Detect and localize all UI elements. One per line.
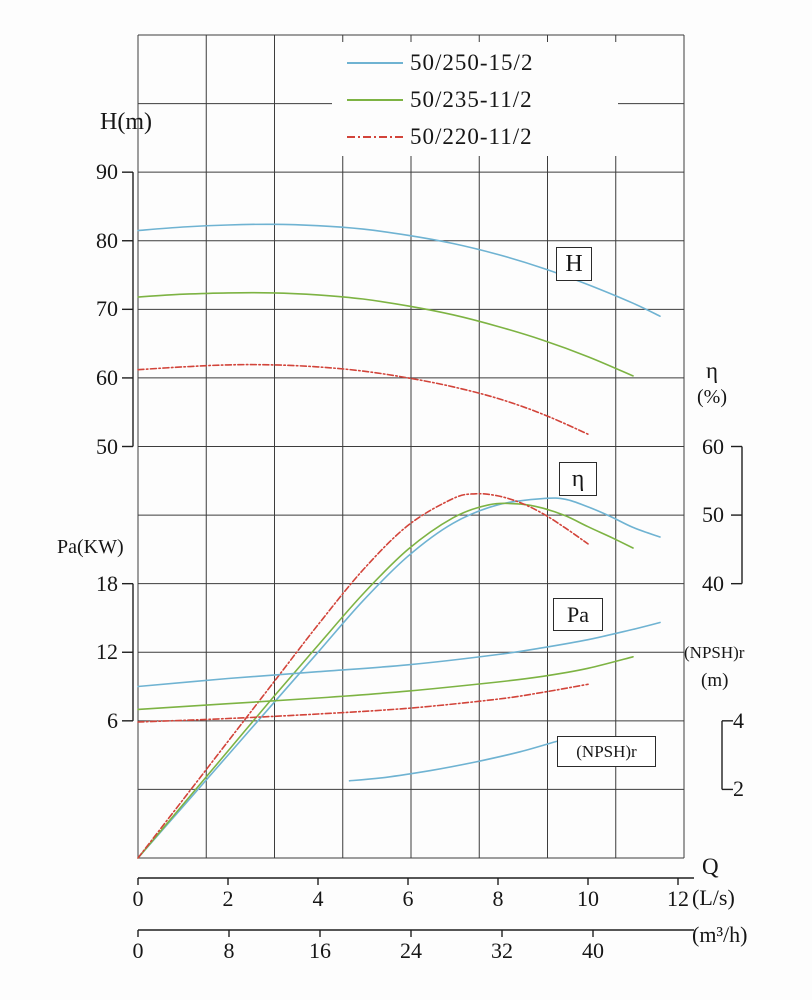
- pa-tick-label: 18: [96, 570, 118, 596]
- curve-eta-50/235-11/2: [137, 502, 634, 859]
- curve-tag-eta: η: [559, 462, 597, 496]
- eta-tick-label: 60: [702, 433, 724, 459]
- h-tick-label: 50: [96, 433, 118, 459]
- q-axis-unit-ls: (L/s): [692, 885, 735, 910]
- h-tick-label: 60: [96, 364, 118, 390]
- curve-tag-npshr: (NPSH)r: [557, 736, 656, 767]
- legend-label-50-250: 50/250-15/2: [410, 50, 534, 75]
- pa-tick-label: 6: [107, 707, 118, 733]
- x-ls-tick-label: 12: [667, 886, 689, 911]
- curve-Pa-50/220-11/2: [137, 683, 589, 723]
- h-tick-label: 90: [96, 159, 118, 185]
- curve-Pa-50/235-11/2: [137, 656, 634, 711]
- curve-npshr-50/250-15/2: [348, 740, 558, 782]
- eta-axis-unit: (%): [697, 386, 727, 408]
- eta-axis-title: η: [706, 358, 719, 383]
- x-m3h-tick-label: 8: [223, 938, 235, 963]
- npshr-tick-label: 2: [733, 776, 744, 802]
- q-axis-unit-m3h: (m³/h): [692, 922, 748, 947]
- curve-H-50/220-11/2: [137, 363, 589, 435]
- h-tick-label: 70: [96, 296, 118, 322]
- x-m3h-tick-label: 0: [132, 938, 144, 963]
- x-ls-tick-label: 10: [577, 886, 599, 911]
- x-m3h-tick-label: 24: [400, 938, 422, 963]
- legend-label-50-220: 50/220-11/2: [410, 124, 533, 149]
- curve-eta-50/220-11/2: [137, 492, 589, 859]
- x-ls-tick-label: 6: [402, 886, 414, 911]
- legend-label-50-235: 50/235-11/2: [410, 87, 533, 112]
- curve-Pa-50/250-15/2: [137, 621, 661, 688]
- npshr-tick-label: 4: [733, 707, 744, 733]
- x-ls-tick-label: 2: [222, 886, 234, 911]
- curve-eta-50/250-15/2: [137, 497, 661, 859]
- h-axis-title: H(m): [100, 109, 152, 135]
- pa-axis-title: Pa(KW): [57, 536, 124, 558]
- x-ls-tick-label: 4: [312, 886, 324, 911]
- x-ls-tick-label: 8: [492, 886, 504, 911]
- pa-tick-label: 12: [96, 639, 118, 665]
- q-axis-title: Q: [702, 854, 719, 879]
- x-m3h-tick-label: 16: [309, 938, 331, 963]
- x-m3h-tick-label: 32: [491, 938, 513, 963]
- eta-tick-label: 50: [702, 502, 724, 528]
- curve-H-50/235-11/2: [137, 291, 634, 377]
- curve-tag-pa: Pa: [553, 598, 603, 631]
- x-ls-tick-label: 0: [132, 886, 144, 911]
- npshr-axis-unit: (m): [701, 670, 729, 691]
- curve-tag-h: H: [556, 247, 592, 281]
- npshr-axis-title: (NPSH)r: [684, 643, 745, 662]
- eta-tick-label: 40: [702, 570, 724, 596]
- curve-H-50/250-15/2: [137, 223, 661, 317]
- x-m3h-tick-label: 40: [582, 938, 604, 963]
- h-tick-label: 80: [96, 227, 118, 253]
